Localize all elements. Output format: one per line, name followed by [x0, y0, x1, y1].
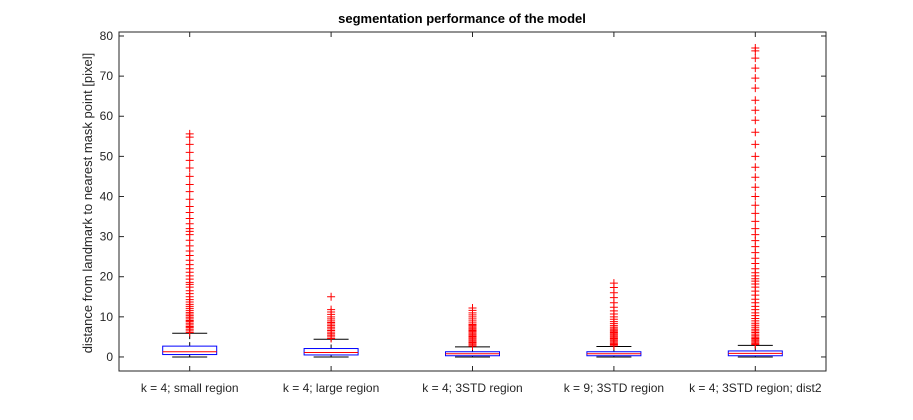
y-tick-label: 0 [106, 350, 113, 364]
outlier-marker [751, 74, 760, 83]
box-5 [727, 44, 783, 358]
outlier-marker [327, 305, 336, 314]
outlier-marker [468, 304, 477, 313]
outlier-marker [751, 224, 760, 233]
x-tick-label: k = 4; 3STD region; dist2 [689, 381, 822, 395]
outlier-marker [751, 183, 760, 192]
chart-title: segmentation performance of the model [338, 11, 586, 26]
outlier-marker [751, 96, 760, 105]
box-3 [445, 304, 500, 358]
iqr-box [162, 345, 218, 356]
outlier-marker [751, 128, 760, 137]
outlier-marker [751, 44, 760, 53]
outlier-marker [609, 279, 618, 288]
x-tick-label: k = 9; 3STD region [564, 381, 664, 395]
outlier-marker [185, 164, 194, 173]
box-2 [303, 292, 359, 358]
outlier-marker [751, 217, 760, 226]
y-tick-label: 60 [100, 109, 114, 123]
outlier-marker [185, 140, 194, 149]
y-tick-label: 70 [100, 69, 114, 83]
outlier-marker [185, 187, 194, 196]
y-axis-ticks: 0 10 20 30 40 50 60 70 80 [100, 29, 826, 364]
outlier-marker [751, 116, 760, 125]
outlier-marker [751, 84, 760, 93]
box-group [162, 44, 783, 358]
x-tick-label: k = 4; small region [141, 381, 239, 395]
y-tick-label: 10 [100, 310, 114, 324]
outlier-marker [185, 129, 194, 138]
outlier-marker [751, 201, 760, 210]
outlier-marker [185, 172, 194, 181]
outlier-marker [751, 192, 760, 201]
outlier-marker [185, 195, 194, 204]
box-1 [162, 129, 218, 358]
outlier-marker [751, 64, 760, 73]
outlier-marker [751, 140, 760, 149]
outlier-marker [185, 148, 194, 157]
outlier-marker [185, 180, 194, 189]
y-tick-label: 40 [100, 189, 114, 203]
iqr-box [303, 348, 359, 356]
x-axis-ticks: k = 4; small region k = 4; large region k … [141, 32, 822, 395]
y-tick-label: 50 [100, 149, 114, 163]
y-axis-label: distance from landmark to nearest mask p… [80, 53, 95, 354]
y-tick-label: 80 [100, 29, 114, 43]
y-tick-label: 30 [100, 230, 114, 244]
y-tick-label: 20 [100, 270, 114, 284]
outlier-marker [751, 54, 760, 63]
x-tick-label: k = 4; large region [283, 381, 379, 395]
outlier-marker [751, 152, 760, 161]
x-tick-label: k = 4; 3STD region [422, 381, 522, 395]
outlier-marker [751, 173, 760, 182]
outlier-marker [185, 202, 194, 211]
outlier-marker [327, 292, 336, 301]
outlier-marker [751, 209, 760, 218]
outlier-marker [185, 156, 194, 165]
box-4 [586, 279, 642, 358]
outlier-marker [751, 106, 760, 115]
outlier-marker [751, 163, 760, 172]
